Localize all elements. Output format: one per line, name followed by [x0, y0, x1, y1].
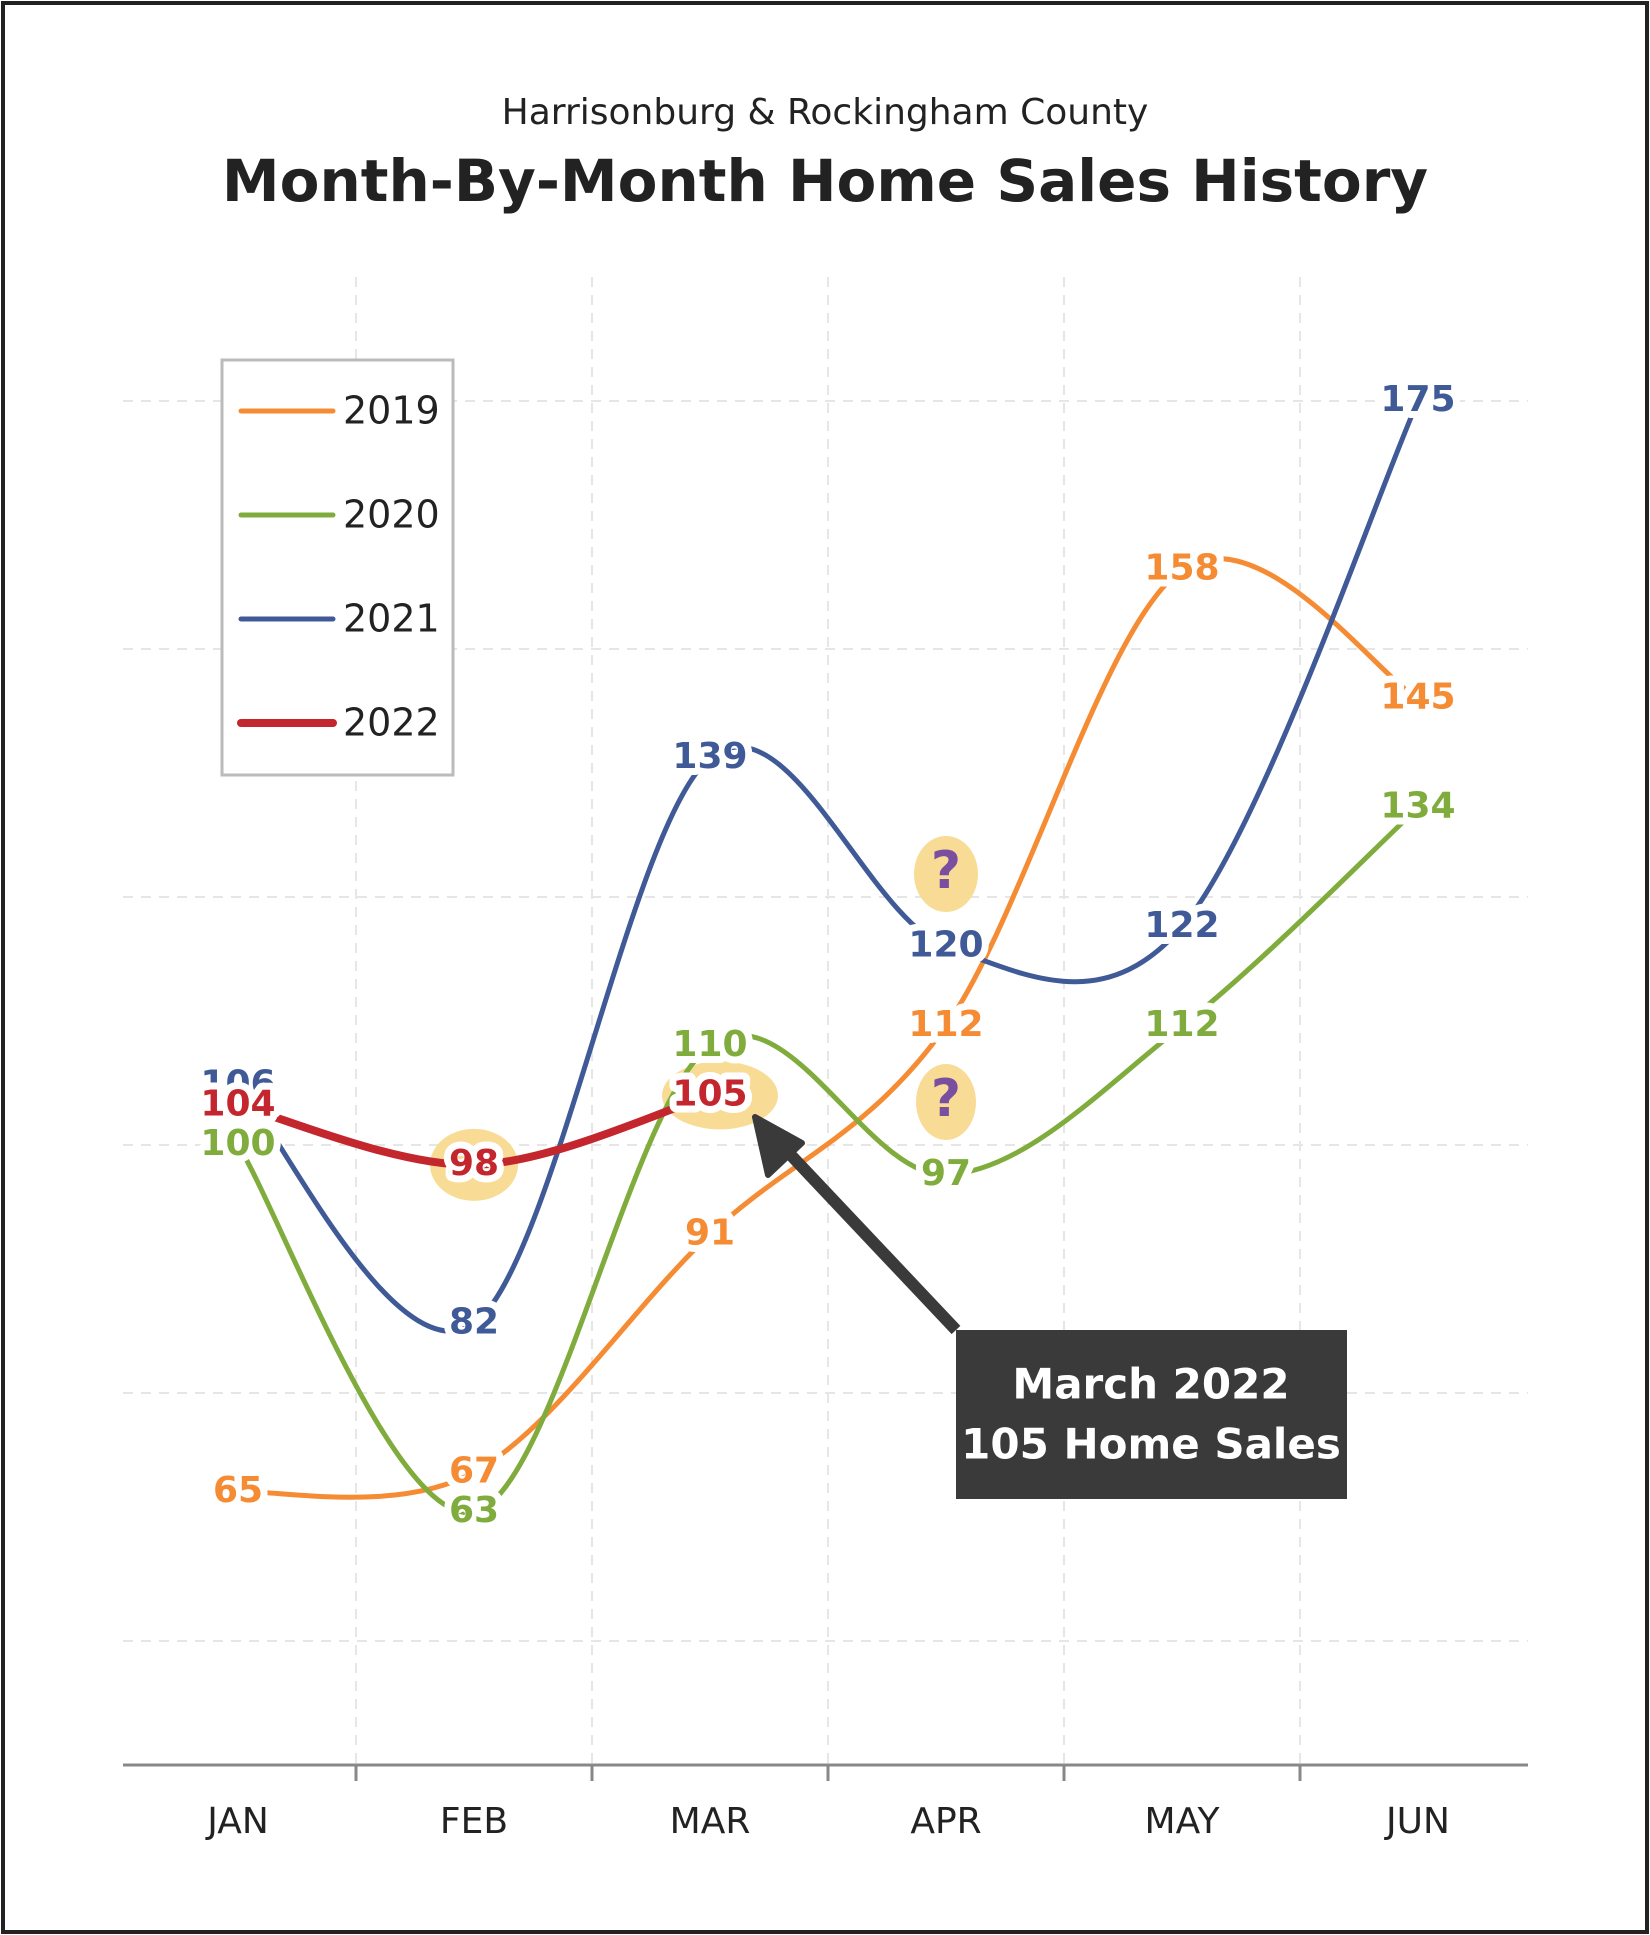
- data-label: 82: [449, 1302, 499, 1343]
- highlight: [914, 836, 978, 912]
- data-label: 139: [672, 736, 747, 777]
- data-label: 158: [1144, 548, 1219, 589]
- arrow-shaft: [765, 1128, 961, 1335]
- legend-label: 2020: [343, 493, 440, 537]
- data-label: 134: [1380, 786, 1455, 827]
- legend-label: 2022: [343, 701, 440, 745]
- data-label: 175: [1380, 379, 1455, 420]
- data-label: 67: [449, 1450, 499, 1491]
- annotation-mark: ?: [931, 1069, 961, 1129]
- chart-subtitle: Harrisonburg & Rockingham County: [502, 92, 1149, 133]
- annotation-box: [956, 1330, 1347, 1499]
- series-line: [237, 1091, 712, 1169]
- annotation-text: 105 Home Sales: [961, 1420, 1341, 1469]
- arrow-head: [752, 1114, 805, 1178]
- data-label: 100: [200, 1123, 275, 1164]
- x-tick-label: APR: [910, 1801, 981, 1842]
- annotation-mark: ?: [931, 841, 961, 901]
- legend-box: [220, 358, 455, 777]
- data-label: 104: [200, 1083, 275, 1124]
- data-label: 120: [908, 925, 983, 966]
- annotation-text: March 2022: [1012, 1360, 1289, 1409]
- x-tick-label: JAN: [205, 1801, 269, 1842]
- data-label: 105: [672, 1073, 747, 1114]
- x-tick-label: JUN: [1384, 1801, 1450, 1842]
- data-label: 65: [213, 1470, 263, 1511]
- x-tick-label: MAR: [670, 1801, 751, 1842]
- highlight: [916, 1064, 976, 1140]
- series-line: [236, 399, 1421, 1334]
- series-line: [235, 805, 1420, 1515]
- data-label: 145: [1380, 677, 1455, 718]
- data-label: 112: [908, 1004, 983, 1045]
- data-label: 98: [449, 1143, 499, 1184]
- data-label: 63: [449, 1490, 499, 1531]
- data-label: 112: [1144, 1004, 1219, 1045]
- data-label: 91: [685, 1212, 735, 1253]
- x-tick-label: FEB: [440, 1801, 508, 1842]
- data-label: 122: [1144, 905, 1219, 946]
- data-label: 106: [200, 1063, 275, 1104]
- highlight: [662, 1061, 778, 1130]
- chart-title: Month-By-Month Home Sales History: [222, 147, 1428, 215]
- series-line: [237, 556, 1420, 1500]
- legend-label: 2021: [343, 597, 440, 641]
- data-label: 110: [672, 1024, 747, 1065]
- data-label: 97: [921, 1153, 971, 1194]
- x-tick-label: MAY: [1145, 1801, 1221, 1842]
- legend-label: 2019: [343, 389, 440, 433]
